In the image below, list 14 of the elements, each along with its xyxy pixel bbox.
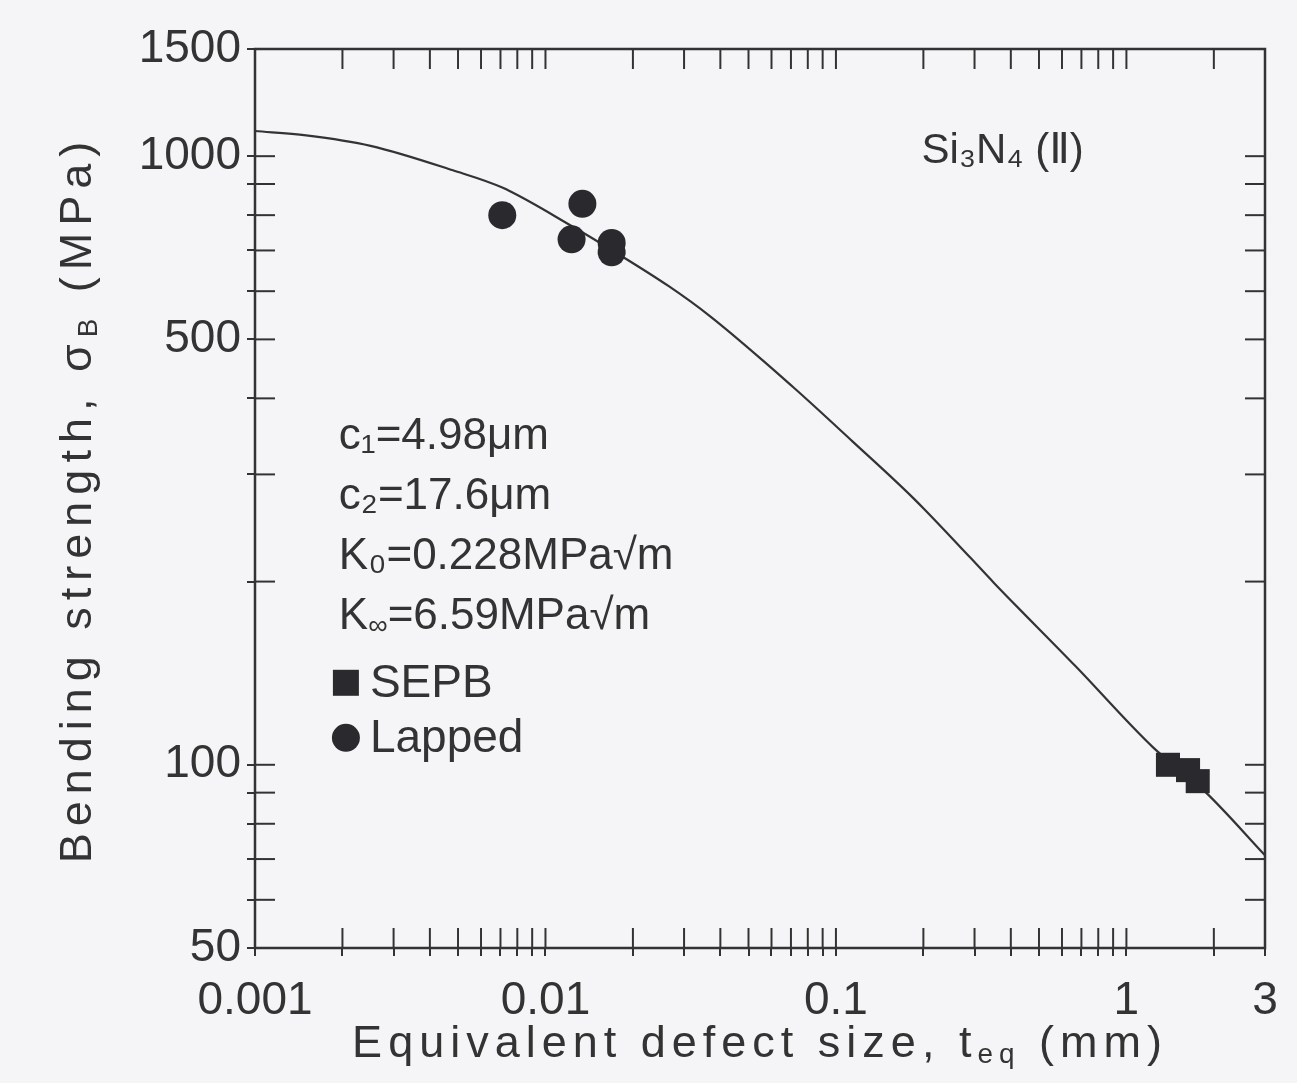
y-tick-label: 100 bbox=[164, 735, 241, 788]
annotation: K$_{∞}$=6.59MPa√m bbox=[338, 588, 651, 641]
annotation: c₂=17.6μm bbox=[338, 468, 552, 520]
x-tick-label: 3 bbox=[1252, 972, 1278, 1025]
annotation: c₁=4.98μm bbox=[338, 408, 550, 460]
y-tick-label: 1000 bbox=[138, 126, 241, 179]
annotation: K₀=0.228MPa√m bbox=[338, 528, 674, 580]
x-tick-label: 0.001 bbox=[197, 972, 313, 1025]
legend-label: SEPB bbox=[369, 655, 493, 708]
y-tick-label: 50 bbox=[189, 918, 241, 971]
annotation: Si₃N₄ (Ⅱ) bbox=[921, 125, 1084, 174]
y-tick-label: 500 bbox=[164, 310, 241, 363]
legend-label: Lapped bbox=[369, 710, 524, 763]
y-tick-label: 1500 bbox=[138, 19, 241, 72]
